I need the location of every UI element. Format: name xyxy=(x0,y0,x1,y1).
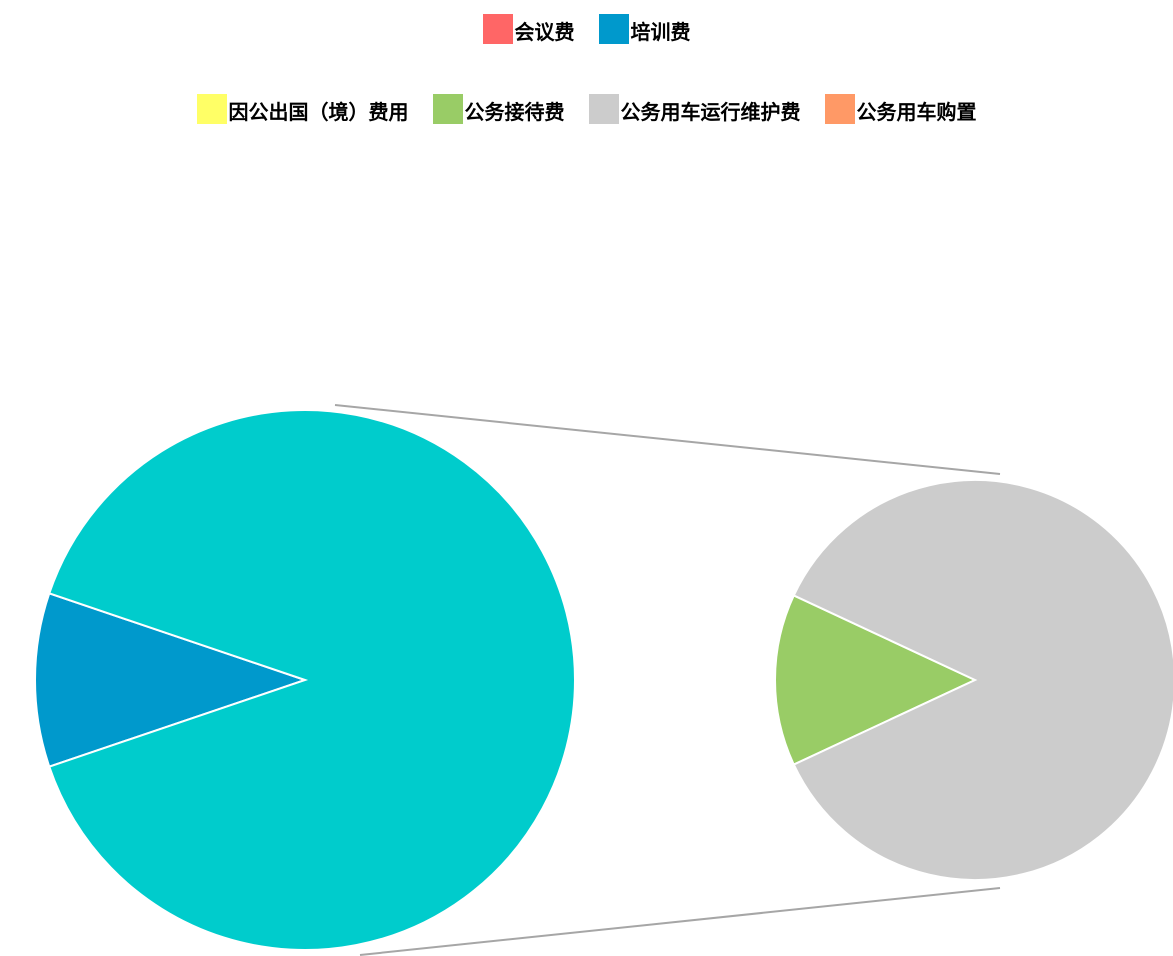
legend-item: 公务接待费 xyxy=(432,94,565,124)
legend-swatch xyxy=(432,94,463,124)
legend-label: 公务接待费 xyxy=(464,100,565,124)
legend-swatch xyxy=(482,14,513,44)
legend-item: 培训费 xyxy=(598,14,691,44)
legend-swatch xyxy=(196,94,227,124)
legend-swatch xyxy=(588,94,619,124)
pie-slice xyxy=(34,592,309,768)
legend-item: 会议费 xyxy=(482,14,575,44)
legend-swatch xyxy=(824,94,855,124)
pie-slice xyxy=(774,594,978,766)
legend-label: 会议费 xyxy=(514,20,575,44)
primary-pie xyxy=(34,409,576,951)
legend-item: 公务用车购置 xyxy=(824,94,977,124)
connector-line xyxy=(334,404,1001,475)
connector-lines xyxy=(334,404,1001,956)
legend-item: 公务用车运行维护费 xyxy=(588,94,801,124)
pie-slice xyxy=(48,409,576,951)
legend-swatch xyxy=(598,14,629,44)
legend-row-2: 因公出国（境）费用 公务接待费 公务用车运行维护费 公务用车购置 xyxy=(0,94,1173,124)
connector-line xyxy=(359,887,1001,956)
legend-item: 因公出国（境）费用 xyxy=(196,94,409,124)
legend-label: 公务用车购置 xyxy=(856,100,977,124)
legend-label: 培训费 xyxy=(630,20,691,44)
legend-label: 因公出国（境）费用 xyxy=(228,100,409,124)
legend-label: 公务用车运行维护费 xyxy=(620,100,801,124)
secondary-pie xyxy=(774,479,1173,881)
legend-row-1: 会议费 培训费 xyxy=(0,14,1173,44)
pie-slice xyxy=(792,479,1173,881)
